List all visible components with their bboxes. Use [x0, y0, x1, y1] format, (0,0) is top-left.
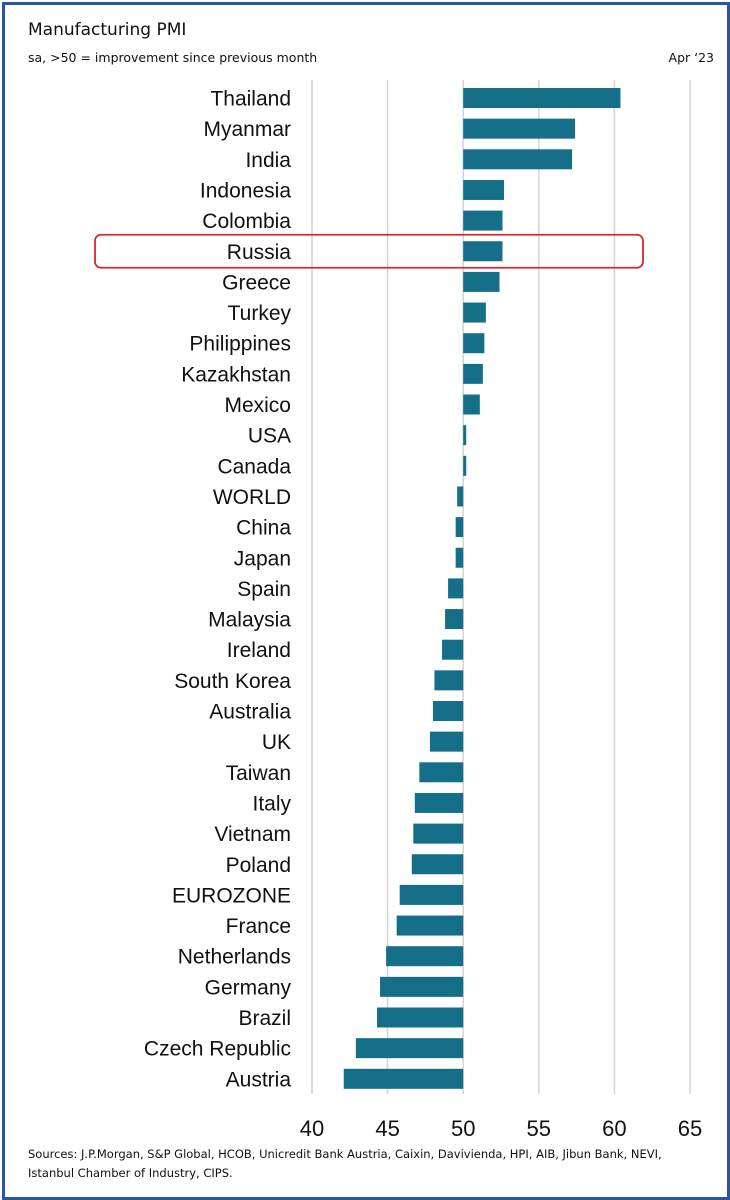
category-label-taiwan: Taiwan	[226, 762, 291, 785]
x-axis-ticks: 40 45 50 55 60 65	[300, 1116, 702, 1141]
category-label-turkey: Turkey	[228, 302, 292, 325]
category-label-china: China	[236, 517, 291, 540]
date-label: Apr ‘23	[668, 50, 714, 65]
category-label-india: India	[245, 149, 291, 172]
category-label-philippines: Philippines	[189, 333, 291, 356]
bar-netherlands	[386, 946, 464, 967]
sources-note: Sources: J.P.Morgan, S&P Global, HCOB, U…	[28, 1147, 662, 1180]
bar-germany	[380, 976, 464, 997]
category-label-austria: Austria	[226, 1068, 292, 1091]
category-label-indonesia: Indonesia	[200, 179, 291, 202]
category-label-thailand: Thailand	[210, 88, 291, 111]
gridlines	[311, 80, 691, 1094]
tick-label-65: 65	[678, 1116, 702, 1141]
bar-myanmar	[463, 118, 576, 139]
category-label-russia: Russia	[227, 241, 292, 264]
bar-philippines	[463, 333, 485, 354]
category-label-spain: Spain	[237, 578, 291, 601]
category-label-uk: UK	[262, 731, 291, 754]
category-label-czech-republic: Czech Republic	[144, 1038, 291, 1061]
category-label-japan: Japan	[234, 547, 291, 570]
bar-italy	[414, 792, 464, 813]
bar-vietnam	[413, 823, 464, 844]
bars	[343, 88, 621, 1089]
bar-russia	[463, 241, 503, 262]
bar-france	[396, 915, 464, 936]
bar-eurozone	[399, 884, 464, 905]
category-label-myanmar: Myanmar	[203, 118, 291, 141]
bar-india	[463, 149, 573, 170]
tick-label-55: 55	[527, 1116, 551, 1141]
category-label-vietnam: Vietnam	[214, 823, 291, 846]
category-label-mexico: Mexico	[224, 394, 291, 417]
category-label-canada: Canada	[217, 455, 291, 478]
bar-brazil	[377, 1007, 464, 1028]
bar-colombia	[463, 210, 503, 231]
category-label-world: WORLD	[213, 486, 291, 509]
bar-australia	[432, 701, 464, 721]
bar-mexico	[463, 394, 480, 415]
category-label-australia: Australia	[209, 701, 291, 724]
bar-world	[457, 486, 464, 507]
tick-label-50: 50	[451, 1116, 475, 1141]
category-label-south-korea: South Korea	[174, 670, 291, 693]
bar-spain	[448, 578, 464, 599]
category-label-germany: Germany	[205, 976, 292, 999]
bar-taiwan	[419, 762, 464, 783]
bar-ireland	[442, 639, 464, 660]
category-label-kazakhstan: Kazakhstan	[181, 363, 291, 386]
category-label-greece: Greece	[222, 271, 291, 294]
bar-usa	[463, 425, 467, 446]
bar-indonesia	[463, 179, 505, 200]
bar-poland	[411, 854, 464, 875]
highlight-box-russia	[94, 233, 644, 269]
bar-uk	[429, 731, 464, 752]
bar-czech-republic	[355, 1038, 464, 1059]
bar-canada	[463, 455, 467, 476]
tick-label-40: 40	[300, 1116, 324, 1141]
category-label-ireland: Ireland	[227, 639, 291, 662]
tick-label-45: 45	[375, 1116, 399, 1141]
bar-turkey	[463, 302, 486, 323]
chart-title: Manufacturing PMI	[28, 20, 187, 40]
bar-south-korea	[434, 670, 464, 691]
bar-china	[455, 517, 464, 538]
category-label-malaysia: Malaysia	[208, 609, 291, 632]
highlight-layer	[94, 233, 644, 269]
bar-austria	[343, 1068, 464, 1089]
category-label-poland: Poland	[226, 854, 291, 877]
bar-kazakhstan	[463, 363, 483, 384]
category-label-italy: Italy	[252, 792, 291, 815]
category-label-eurozone: EUROZONE	[172, 884, 291, 907]
category-label-brazil: Brazil	[238, 1007, 291, 1030]
category-label-france: France	[226, 915, 291, 938]
tick-label-60: 60	[602, 1116, 626, 1141]
category-labels: Thailand Myanmar India Indonesia Colombia Rus…	[144, 88, 292, 1092]
category-label-usa: USA	[248, 425, 291, 448]
bar-thailand	[463, 88, 621, 108]
category-label-colombia: Colombia	[202, 210, 291, 233]
pmi-bar-chart: Thailand Myanmar India Indonesia Colombia Rus…	[94, 80, 702, 1141]
bar-japan	[455, 547, 464, 568]
bar-malaysia	[445, 609, 464, 630]
bar-greece	[463, 271, 500, 292]
category-label-netherlands: Netherlands	[178, 946, 291, 969]
chart-subtitle: sa, >50 = improvement since previous mon…	[28, 50, 318, 65]
